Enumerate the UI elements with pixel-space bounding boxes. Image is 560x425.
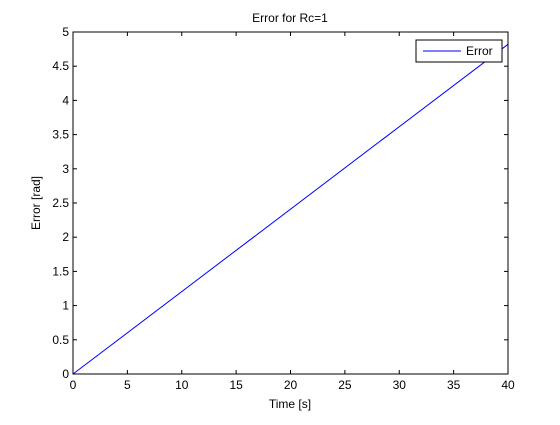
y-axis-label: Error [rad] bbox=[29, 176, 43, 230]
y-tick-label: 2.5 bbox=[52, 196, 69, 210]
y-tick-label: 4.5 bbox=[52, 59, 69, 73]
x-axis-ticks: 0 5 10 15 20 25 30 35 40 bbox=[70, 32, 515, 392]
x-axis-label: Time [s] bbox=[269, 397, 311, 411]
chart-title: Error for Rc=1 bbox=[252, 11, 328, 25]
x-tick-label: 0 bbox=[70, 378, 77, 392]
x-tick-label: 40 bbox=[501, 378, 515, 392]
x-tick-label: 15 bbox=[229, 378, 243, 392]
y-tick-label: 1 bbox=[62, 299, 69, 313]
y-tick-label: 3.5 bbox=[52, 128, 69, 142]
x-tick-label: 25 bbox=[338, 378, 352, 392]
x-tick-label: 20 bbox=[284, 378, 298, 392]
y-tick-label: 4 bbox=[62, 93, 69, 107]
y-tick-label: 2 bbox=[62, 230, 69, 244]
y-tick-label: 0 bbox=[62, 367, 69, 381]
x-tick-label: 5 bbox=[124, 378, 131, 392]
plot-border bbox=[72, 31, 509, 375]
y-axis-ticks: 0 0.5 1 1.5 2 2.5 3 3.5 4 4.5 5 bbox=[52, 25, 508, 381]
x-tick-label: 30 bbox=[393, 378, 407, 392]
x-tick-label: 10 bbox=[175, 378, 189, 392]
x-tick-label: 35 bbox=[447, 378, 461, 392]
y-tick-label: 3 bbox=[62, 162, 69, 176]
legend-label: Error bbox=[466, 44, 493, 58]
legend: Error bbox=[415, 39, 503, 63]
plot-area bbox=[73, 32, 508, 374]
series-line-error bbox=[72, 43, 509, 375]
series-layer bbox=[72, 43, 509, 375]
y-tick-label: 0.5 bbox=[52, 333, 69, 347]
y-tick-label: 1.5 bbox=[52, 264, 69, 278]
y-tick-label: 5 bbox=[62, 25, 69, 39]
